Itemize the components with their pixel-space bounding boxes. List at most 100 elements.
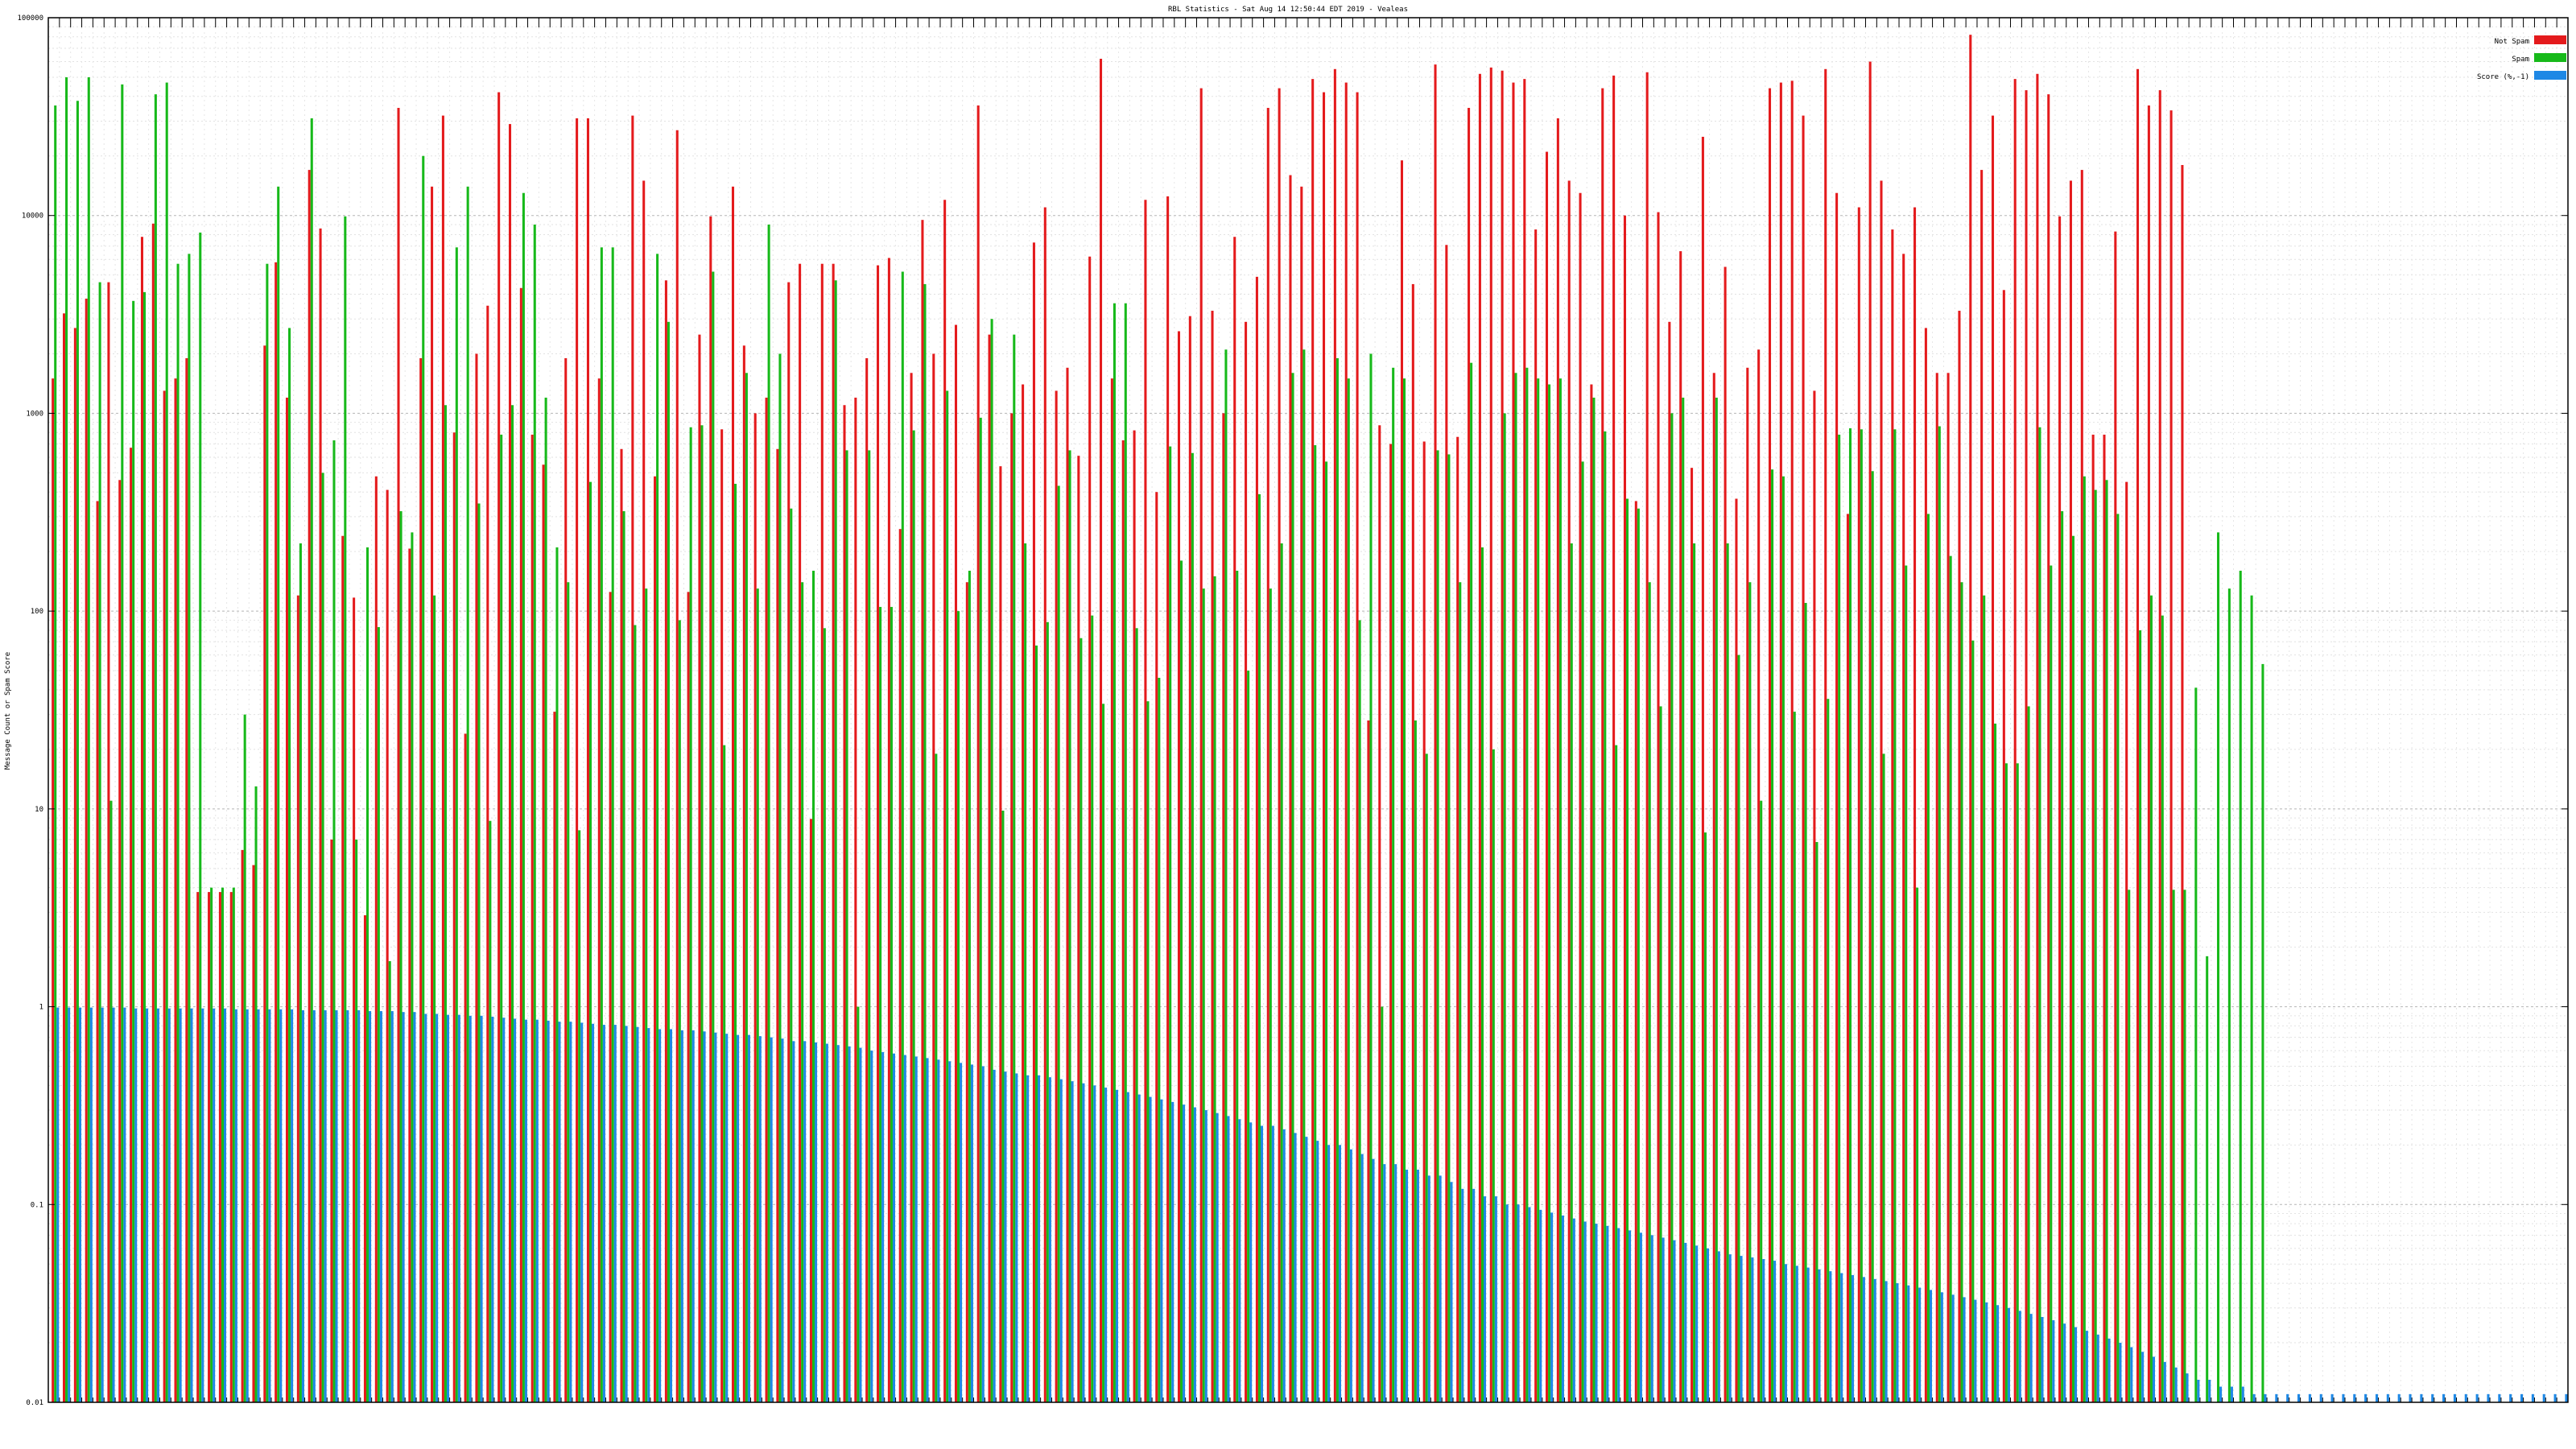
legend-swatch (2534, 71, 2566, 80)
bar-not-spam (2114, 231, 2117, 1403)
bar-score-1- (2152, 1356, 2156, 1402)
bar-score-1- (223, 1008, 227, 1402)
bar-score-1- (1149, 1096, 1152, 1402)
bar-score-1- (1818, 1269, 1821, 1402)
bar-score-1- (146, 1008, 149, 1402)
bar-spam (277, 186, 280, 1402)
bar-spam (1302, 349, 1306, 1403)
y-tick-label: 1000 (26, 410, 43, 418)
bar-not-spam (52, 378, 55, 1403)
bar-not-spam (921, 220, 924, 1402)
bar-not-spam (1868, 61, 1872, 1403)
y-tick-label: 1 (39, 1004, 43, 1012)
bar-not-spam (1077, 456, 1080, 1403)
bar-spam (1860, 429, 1863, 1402)
bar-not-spam (1022, 384, 1025, 1402)
bar-score-1- (1907, 1285, 1910, 1402)
bar-not-spam (452, 432, 456, 1402)
bar-not-spam (1032, 242, 1035, 1402)
bar-score-1- (2553, 1393, 2557, 1402)
bar-not-spam (1289, 175, 1292, 1403)
bar-spam (1358, 620, 1361, 1402)
bar-not-spam (664, 280, 667, 1402)
bar-score-1- (2007, 1307, 2010, 1402)
bar-spam (1637, 508, 1640, 1402)
bar-score-1- (1795, 1265, 1798, 1402)
bar-spam (1213, 576, 1216, 1402)
bar-score-1- (1784, 1264, 1787, 1402)
bar-not-spam (854, 397, 857, 1402)
bar-not-spam (530, 434, 534, 1403)
bar-score-1- (68, 1007, 71, 1402)
bar-score-1- (1617, 1228, 1620, 1402)
bar-score-1- (335, 1009, 338, 1402)
bar-score-1- (1271, 1125, 1274, 1402)
bar-score-1- (1305, 1137, 1308, 1402)
bar-not-spam (720, 429, 724, 1402)
bar-not-spam (2058, 216, 2062, 1403)
bar-spam (667, 321, 670, 1402)
bar-spam (1882, 753, 1885, 1402)
bar-score-1- (234, 1009, 237, 1402)
bar-score-1- (1137, 1094, 1141, 1402)
bar-spam (2094, 489, 2097, 1402)
bar-spam (2161, 615, 2164, 1402)
bar-not-spam (832, 263, 835, 1402)
bar-spam (1916, 887, 1919, 1402)
bar-score-1- (725, 1034, 729, 1402)
bar-score-1- (524, 1019, 527, 1402)
y-tick-label: 10 (35, 806, 43, 814)
bar-score-1- (2487, 1393, 2490, 1402)
bar-not-spam (275, 262, 278, 1403)
bar-not-spam (787, 282, 791, 1403)
bar-score-1- (747, 1034, 750, 1402)
bar-not-spam (1935, 373, 1938, 1402)
bar-spam (54, 105, 57, 1402)
bar-score-1- (2409, 1393, 2412, 1402)
bar-spam (1793, 712, 1796, 1402)
bar-not-spam (1066, 367, 1069, 1403)
bar-score-1- (1071, 1081, 1074, 1402)
bar-not-spam (1757, 349, 1761, 1403)
bar-spam (165, 82, 168, 1403)
bar-spam (433, 595, 436, 1402)
bar-not-spam (1501, 70, 1504, 1403)
bar-not-spam (1199, 88, 1203, 1403)
bar-not-spam (1802, 115, 1805, 1403)
bar-score-1- (134, 1008, 138, 1402)
bar-not-spam (1813, 390, 1816, 1403)
bar-spam (522, 192, 525, 1402)
bar-not-spam (1166, 196, 1170, 1403)
bar-not-spam (1880, 180, 1883, 1402)
bar-spam (2128, 890, 2131, 1402)
bar-spam (98, 282, 101, 1403)
bar-spam (1158, 678, 1161, 1402)
bar-score-1- (592, 1023, 595, 1402)
bar-score-1- (1940, 1292, 1943, 1402)
bar-score-1- (1539, 1209, 1542, 1402)
bar-score-1- (2018, 1311, 2021, 1402)
bar-score-1- (2375, 1393, 2379, 1402)
bar-spam (243, 714, 246, 1402)
bar-score-1- (2498, 1393, 2501, 1402)
bar-not-spam (654, 476, 657, 1402)
bar-spam (332, 440, 336, 1402)
bar-score-1- (825, 1043, 828, 1402)
bar-score-1- (56, 1007, 60, 1402)
bar-not-spam (642, 180, 646, 1402)
bar-spam (1971, 640, 1975, 1402)
bar-not-spam (185, 357, 188, 1402)
bar-spam (1291, 373, 1294, 1402)
bar-score-1- (1606, 1225, 1609, 1402)
bar-score-1- (1684, 1242, 1687, 1402)
bar-spam (901, 271, 904, 1402)
y-tick-label: 100000 (17, 14, 43, 23)
bar-spam (1191, 452, 1194, 1403)
bar-spam (1983, 595, 1986, 1402)
bar-not-spam (130, 448, 133, 1402)
bar-score-1- (1740, 1256, 1743, 1402)
bar-score-1- (1862, 1277, 1865, 1402)
bar-not-spam (151, 223, 155, 1402)
bar-spam (1815, 842, 1818, 1402)
